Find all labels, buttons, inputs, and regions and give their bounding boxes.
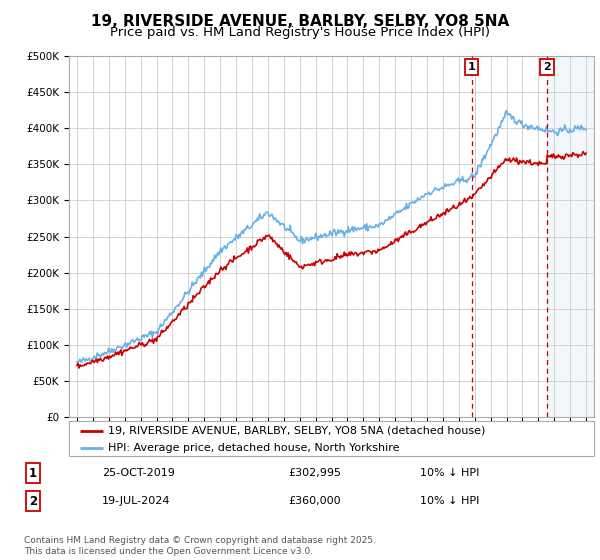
Text: Contains HM Land Registry data © Crown copyright and database right 2025.
This d: Contains HM Land Registry data © Crown c…	[24, 536, 376, 556]
Text: 19, RIVERSIDE AVENUE, BARLBY, SELBY, YO8 5NA (detached house): 19, RIVERSIDE AVENUE, BARLBY, SELBY, YO8…	[109, 426, 486, 436]
Text: 19-JUL-2024: 19-JUL-2024	[102, 496, 170, 506]
Text: 10% ↓ HPI: 10% ↓ HPI	[420, 496, 479, 506]
Text: Price paid vs. HM Land Registry's House Price Index (HPI): Price paid vs. HM Land Registry's House …	[110, 26, 490, 39]
Text: 10% ↓ HPI: 10% ↓ HPI	[420, 468, 479, 478]
Text: £360,000: £360,000	[288, 496, 341, 506]
Text: 1: 1	[468, 62, 476, 72]
Text: 2: 2	[29, 494, 37, 508]
Bar	[547, 56, 594, 417]
Text: 25-OCT-2019: 25-OCT-2019	[102, 468, 175, 478]
Text: 1: 1	[29, 466, 37, 480]
Text: 19, RIVERSIDE AVENUE, BARLBY, SELBY, YO8 5NA: 19, RIVERSIDE AVENUE, BARLBY, SELBY, YO8…	[91, 14, 509, 29]
Text: 2: 2	[543, 62, 551, 72]
Text: HPI: Average price, detached house, North Yorkshire: HPI: Average price, detached house, Nort…	[109, 442, 400, 452]
Text: £302,995: £302,995	[288, 468, 341, 478]
FancyBboxPatch shape	[69, 421, 594, 456]
